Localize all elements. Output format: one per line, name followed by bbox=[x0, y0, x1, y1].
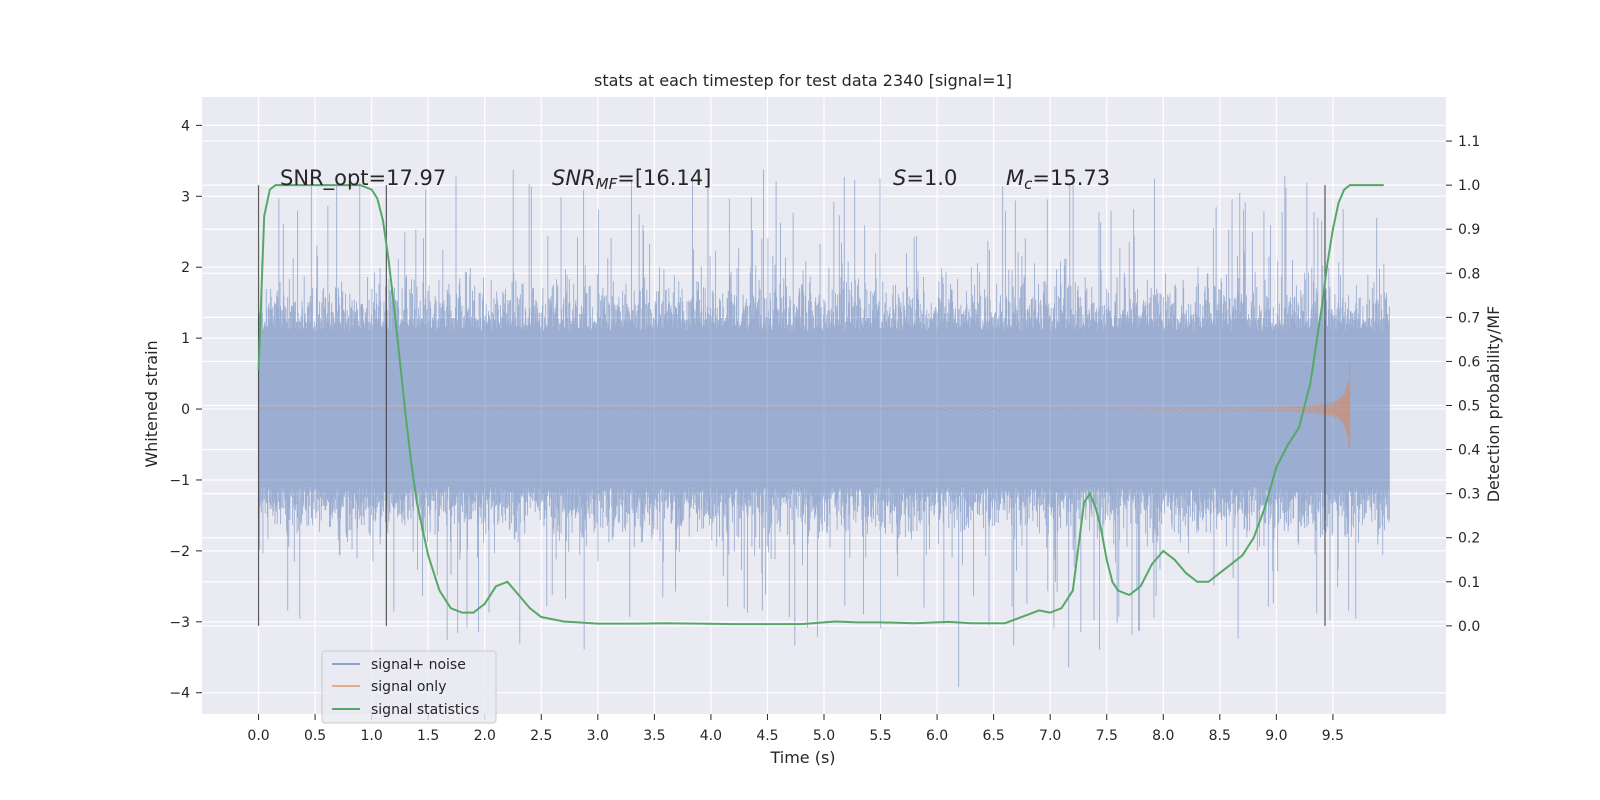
y-tick-label: 0 bbox=[181, 402, 190, 418]
annotation-snr-mf: SNRMF=[16.14] bbox=[552, 166, 711, 193]
x-tick-label: 1.5 bbox=[417, 728, 439, 744]
x-tick-label: 6.5 bbox=[983, 728, 1005, 744]
y-axis-ticks: 4 3 2 1 0 −1 −2 −3 −4 bbox=[169, 118, 202, 702]
x-tick-label: 3.5 bbox=[643, 728, 665, 744]
signal-only-series bbox=[258, 361, 1351, 449]
right-y-tick-label: 0.3 bbox=[1458, 487, 1480, 503]
x-tick-label: 2.0 bbox=[474, 728, 496, 744]
annotation-snr-mf-base: SNR bbox=[552, 166, 596, 190]
x-tick-label: 8.5 bbox=[1209, 728, 1231, 744]
y-tick-label: 4 bbox=[181, 118, 190, 134]
y-tick-label: −2 bbox=[169, 544, 190, 560]
x-axis-label: Time (s) bbox=[769, 748, 835, 767]
x-tick-label: 5.0 bbox=[813, 728, 835, 744]
legend-label-signal: signal only bbox=[371, 679, 446, 695]
x-tick-label: 6.0 bbox=[926, 728, 948, 744]
y-tick-label: 3 bbox=[181, 189, 190, 205]
y-tick-label: 1 bbox=[181, 331, 190, 347]
x-tick-label: 2.5 bbox=[530, 728, 552, 744]
annotation-snr-mf-sub: MF bbox=[596, 175, 618, 193]
annotation-s-var: S bbox=[893, 166, 906, 190]
signal-statistics-series bbox=[257, 184, 1384, 626]
y-axis-label: Whitened strain bbox=[142, 340, 161, 467]
right-y-tick-label: 1.1 bbox=[1458, 134, 1480, 150]
vertical-markers bbox=[257, 185, 1326, 626]
y-tick-label: 2 bbox=[181, 260, 190, 276]
right-y-tick-label: 0.9 bbox=[1458, 222, 1480, 238]
right-y-axis-label: Detection probability/MF bbox=[1484, 306, 1503, 503]
legend-label-noise: signal+ noise bbox=[371, 657, 466, 673]
right-y-tick-label: 0.1 bbox=[1458, 575, 1480, 591]
x-tick-label: 1.0 bbox=[361, 728, 383, 744]
signal-trace-path bbox=[258, 361, 1351, 449]
x-tick-label: 5.5 bbox=[869, 728, 891, 744]
right-y-tick-label: 1.0 bbox=[1458, 178, 1480, 194]
y-tick-label: −4 bbox=[169, 686, 190, 702]
right-y-tick-label: 0.6 bbox=[1458, 354, 1480, 370]
chart-title: stats at each timestep for test data 234… bbox=[594, 71, 1012, 90]
x-tick-label: 8.0 bbox=[1152, 728, 1174, 744]
legend-label-stats: signal statistics bbox=[371, 702, 479, 718]
x-tick-label: 0.5 bbox=[304, 728, 326, 744]
x-axis-ticks: 0.0 0.5 1.0 1.5 2.0 2.5 3.0 3.5 4.0 4.5 5.0 5.5 6.0 6… bbox=[247, 714, 1344, 744]
annotation-mc-sub: c bbox=[1024, 175, 1033, 193]
annotation-snr-opt: SNR_opt=17.97 bbox=[280, 166, 446, 191]
x-tick-label: 7.5 bbox=[1096, 728, 1118, 744]
annotation-mc-var: M bbox=[1006, 166, 1024, 190]
annotation-mc: Mc=15.73 bbox=[1006, 166, 1110, 193]
legend-box bbox=[321, 650, 497, 724]
annotation-mc-value: =15.73 bbox=[1032, 166, 1110, 190]
y-tick-label: −3 bbox=[169, 615, 190, 631]
x-tick-label: 4.0 bbox=[700, 728, 722, 744]
right-y-tick-label: 0.4 bbox=[1458, 443, 1480, 459]
y-tick-label: −1 bbox=[169, 473, 190, 489]
x-tick-label: 4.5 bbox=[756, 728, 778, 744]
legend: signal+ noise signal only signal statist… bbox=[321, 650, 497, 724]
annotation-snr-mf-value: =[16.14] bbox=[617, 166, 711, 190]
x-tick-label: 7.0 bbox=[1039, 728, 1061, 744]
x-tick-label: 9.5 bbox=[1322, 728, 1344, 744]
x-tick-label: 9.0 bbox=[1265, 728, 1287, 744]
x-tick-label: 3.0 bbox=[587, 728, 609, 744]
x-tick-label: 0.0 bbox=[247, 728, 269, 744]
annotation-s: S=1.0 bbox=[893, 166, 957, 190]
right-y-tick-label: 0.5 bbox=[1458, 399, 1480, 415]
right-y-tick-label: 0.0 bbox=[1458, 619, 1480, 635]
right-y-tick-label: 0.8 bbox=[1458, 266, 1480, 282]
right-y-axis-ticks: 1.1 1.0 0.9 0.8 0.7 0.6 0.5 0.4 0.3 0.2 0.1 0.0 bbox=[1446, 134, 1480, 635]
right-y-tick-label: 0.7 bbox=[1458, 310, 1480, 326]
right-y-tick-label: 0.2 bbox=[1458, 531, 1480, 547]
annotation-s-value: =1.0 bbox=[906, 166, 957, 190]
